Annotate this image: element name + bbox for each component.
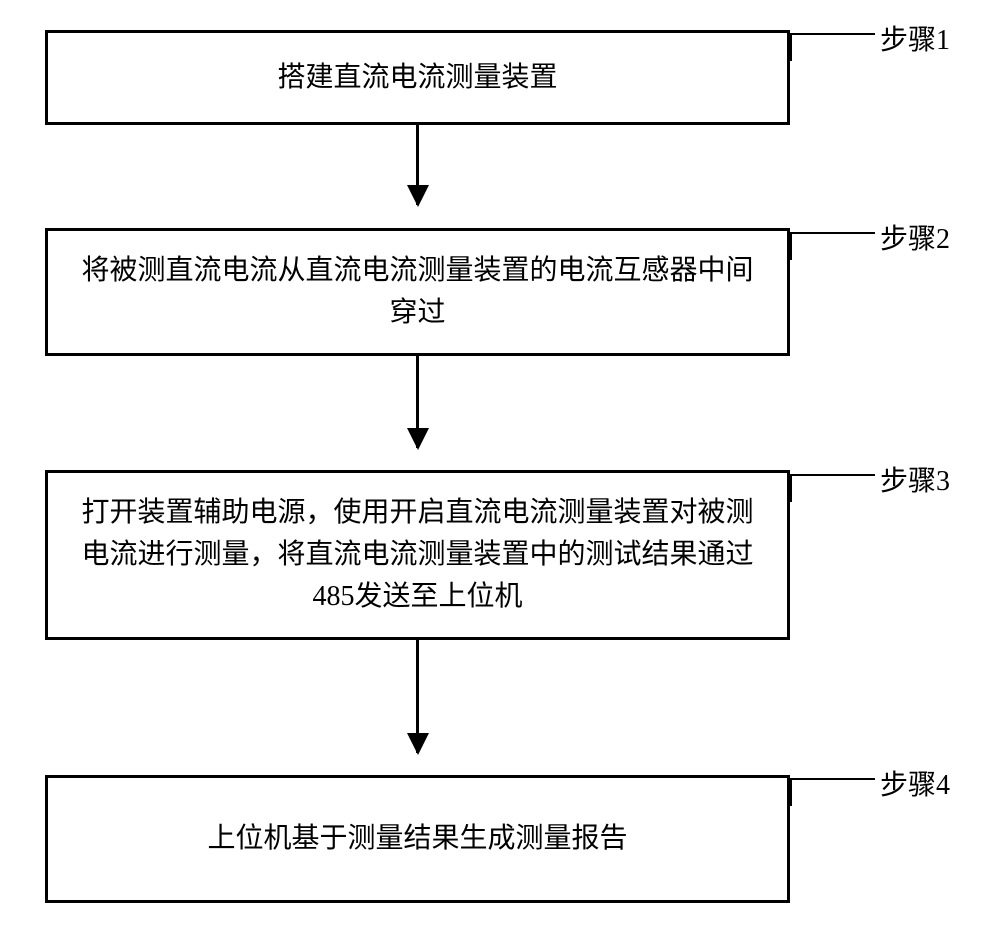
flow-node-label: 搭建直流电流测量装置 — [277, 57, 557, 99]
flow-node-step3: 打开装置辅助电源，使用开启直流电流测量装置对被测电流进行测量，将直流电流测量装置… — [45, 470, 790, 640]
flow-node-label: 将被测直流电流从直流电流测量装置的电流互感器中间穿过 — [68, 250, 767, 334]
flow-node-label: 上位机基于测量结果生成测量报告 — [207, 818, 627, 860]
step-label-4: 步骤4 — [880, 763, 950, 803]
step-label-1: 步骤1 — [880, 18, 950, 58]
flow-node-label: 打开装置辅助电源，使用开启直流电流测量装置对被测电流进行测量，将直流电流测量装置… — [68, 492, 767, 618]
flow-node-step2: 将被测直流电流从直流电流测量装置的电流互感器中间穿过 — [45, 228, 790, 356]
flow-node-step1: 搭建直流电流测量装置 — [45, 30, 790, 125]
flow-arrow-3-4 — [416, 640, 419, 753]
step-label-2: 步骤2 — [880, 217, 950, 257]
flow-arrow-1-2 — [416, 125, 419, 205]
step-label-3: 步骤3 — [880, 459, 950, 499]
flow-node-step4: 上位机基于测量结果生成测量报告 — [45, 775, 790, 903]
flow-arrow-2-3 — [416, 356, 419, 448]
